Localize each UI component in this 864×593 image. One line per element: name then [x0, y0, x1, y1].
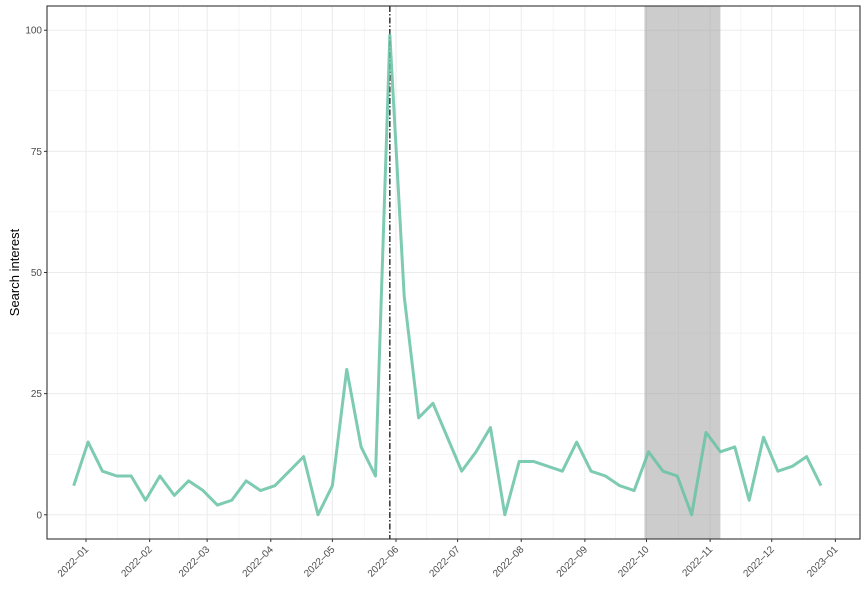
- shaded-region: [644, 6, 721, 539]
- y-tick-label: 50: [31, 268, 43, 279]
- x-tick-label: 2022–12: [742, 544, 778, 580]
- y-tick-label: 75: [31, 147, 43, 158]
- x-tick-label: 2022–05: [302, 544, 338, 580]
- x-tick-label: 2022–08: [491, 544, 527, 580]
- y-tick-label: 0: [36, 510, 42, 521]
- y-tick-label: 25: [31, 389, 43, 400]
- x-tick-label: 2022–10: [616, 544, 652, 580]
- x-tick-label: 2022–02: [119, 544, 155, 580]
- x-tick-label: 2023–01: [805, 544, 841, 580]
- y-tick-label: 100: [25, 26, 42, 37]
- x-tick-label: 2022–03: [177, 544, 213, 580]
- x-tick-label: 2022–06: [366, 544, 402, 580]
- x-tick-label: 2022–09: [555, 544, 591, 580]
- x-tick-label: 2022–11: [680, 544, 715, 579]
- y-axis-title: Search interest: [7, 228, 22, 316]
- x-tick-label: 2022–04: [241, 544, 277, 580]
- x-tick-label: 2022–07: [427, 544, 463, 580]
- series-line: [72, 33, 823, 517]
- x-tick-label: 2022–01: [56, 544, 92, 580]
